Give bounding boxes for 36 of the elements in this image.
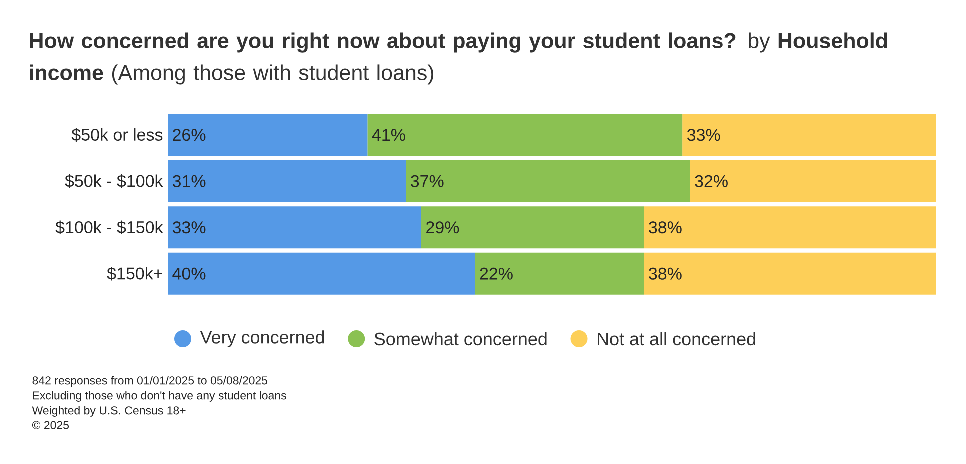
bar xyxy=(406,160,690,202)
bar xyxy=(644,206,936,249)
data-label: 26% xyxy=(173,129,206,142)
data-label: 33% xyxy=(687,129,720,142)
data-label: 41% xyxy=(372,129,406,142)
data-label: 38% xyxy=(649,222,682,234)
legend-label: Very concerned xyxy=(200,330,324,348)
bar xyxy=(168,252,476,295)
data-label: 38% xyxy=(649,268,682,280)
data-label: 31% xyxy=(172,175,206,188)
legend-label: Not at all concerned xyxy=(598,332,756,346)
y-tick-label: $150k+ xyxy=(107,266,162,281)
text: Excluding those who don't have any student loans xyxy=(33,391,286,402)
chart-title: How concerned are you right now about paying your student loans? by Household income (Among those with student loans) xyxy=(30,32,888,85)
text: 842 responses from 01/01/2025 to 05/08/2025 xyxy=(32,376,268,387)
y-tick-label: $100k - $150k xyxy=(56,220,164,234)
bar xyxy=(421,206,644,249)
bar xyxy=(168,206,422,249)
data-label: 33% xyxy=(172,222,206,234)
bar xyxy=(690,160,936,202)
bar xyxy=(368,114,683,156)
data-label: 22% xyxy=(480,268,513,280)
bar xyxy=(475,252,644,295)
data-label: 29% xyxy=(426,222,460,234)
data-label: 32% xyxy=(695,175,728,188)
bar xyxy=(168,114,368,156)
y-tick-label: $50k or less xyxy=(72,128,163,142)
bar xyxy=(682,114,936,156)
text: © 2025 xyxy=(32,421,70,430)
bar xyxy=(644,252,936,295)
y-tick-label: $50k - $100k xyxy=(65,174,164,188)
text: Weighted by U.S. Census 18+ xyxy=(32,406,186,417)
legend-label: Somewhat concerned xyxy=(374,332,547,346)
data-label: 40% xyxy=(172,268,206,280)
bar xyxy=(168,160,406,202)
data-label: 37% xyxy=(411,175,444,188)
